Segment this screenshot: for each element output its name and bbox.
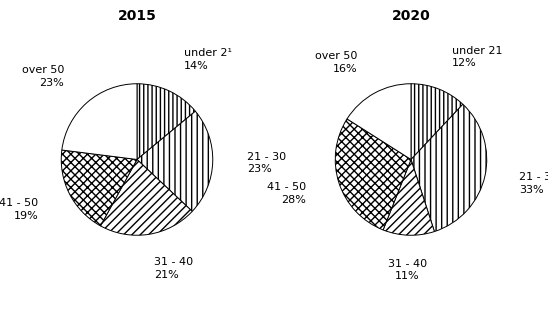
Wedge shape bbox=[411, 104, 487, 232]
Wedge shape bbox=[137, 111, 213, 211]
Wedge shape bbox=[347, 84, 411, 160]
Text: under 21
12%: under 21 12% bbox=[452, 46, 502, 68]
Title: 2015: 2015 bbox=[118, 9, 156, 23]
Text: 21 - 30
23%: 21 - 30 23% bbox=[248, 152, 287, 174]
Wedge shape bbox=[62, 84, 137, 160]
Text: over 50
16%: over 50 16% bbox=[316, 51, 358, 74]
Title: 2020: 2020 bbox=[392, 9, 430, 23]
Wedge shape bbox=[61, 150, 137, 226]
Text: under 2¹
14%: under 2¹ 14% bbox=[184, 48, 232, 71]
Wedge shape bbox=[335, 119, 411, 230]
Text: 41 - 50
19%: 41 - 50 19% bbox=[0, 198, 38, 221]
Wedge shape bbox=[100, 160, 192, 235]
Text: 31 - 40
21%: 31 - 40 21% bbox=[155, 257, 193, 280]
Wedge shape bbox=[411, 84, 463, 160]
Text: 21 - 30
33%: 21 - 30 33% bbox=[519, 172, 548, 195]
Wedge shape bbox=[383, 160, 435, 235]
Wedge shape bbox=[137, 84, 196, 160]
Text: 41 - 50
28%: 41 - 50 28% bbox=[267, 182, 306, 205]
Text: 31 - 40
11%: 31 - 40 11% bbox=[388, 259, 427, 281]
Text: over 50
23%: over 50 23% bbox=[21, 65, 64, 88]
